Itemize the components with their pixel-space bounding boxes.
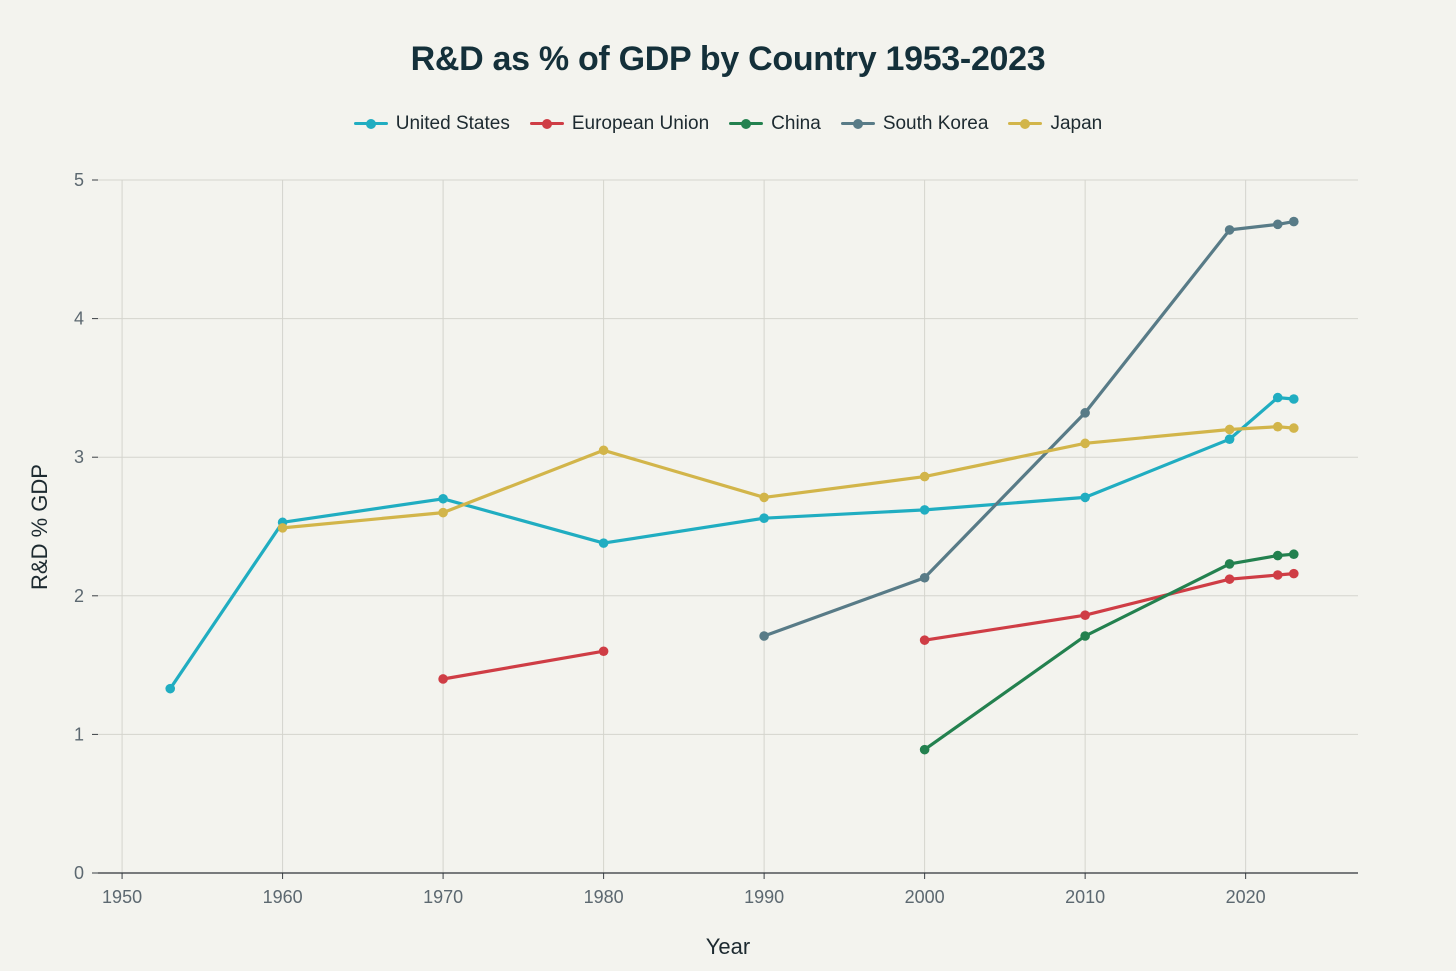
legend-item-united-states[interactable]: United States <box>353 113 510 135</box>
y-tick-label: 2 <box>74 586 84 606</box>
legend-item-china[interactable]: China <box>729 113 821 135</box>
axes: 1950 1960 1970 1980 1990 2000 2010 2020 0 1 2 3 4 5 <box>74 170 1358 907</box>
gridlines <box>98 179 1358 873</box>
y-tick-label: 4 <box>74 309 84 329</box>
series-line-european-union <box>441 649 606 681</box>
series-line-japan <box>281 425 1296 530</box>
series-japan <box>277 421 1299 533</box>
y-tick-label: 5 <box>74 170 84 190</box>
legend-swatch-european-union <box>529 117 564 131</box>
data-point-united-states <box>438 493 448 504</box>
data-point-south-korea <box>1272 219 1283 230</box>
data-point-united-states <box>1288 394 1299 404</box>
legend-swatch-japan <box>1008 117 1043 131</box>
y-tick-label: 1 <box>74 724 84 744</box>
x-tick-label: 1960 <box>263 887 303 907</box>
legend-label: China <box>771 113 821 134</box>
data-point-japan <box>1272 421 1283 432</box>
data-point-china <box>1272 550 1283 561</box>
data-point-south-korea <box>759 631 769 641</box>
series-line-south-korea <box>762 220 1296 638</box>
data-point-united-states <box>1224 434 1235 444</box>
data-point-united-states <box>1272 392 1283 403</box>
data-point-japan <box>1224 424 1235 435</box>
data-point-japan <box>438 507 448 518</box>
x-tick-label: 1980 <box>584 887 624 907</box>
data-point-china <box>919 744 930 755</box>
data-point-european-union <box>1080 610 1090 621</box>
data-point-china <box>1080 631 1090 641</box>
data-point-united-states <box>598 538 609 548</box>
data-point-china <box>1224 559 1235 569</box>
y-tick-label: 0 <box>74 863 84 883</box>
x-axis-title: Year <box>706 934 750 959</box>
y-axis-title: R&D % GDP <box>27 464 52 590</box>
x-tick-label: 1950 <box>102 887 142 907</box>
data-point-united-states <box>919 505 930 515</box>
data-point-united-states <box>165 683 176 694</box>
x-tick-label: 2020 <box>1226 887 1266 907</box>
data-point-european-union <box>1288 568 1299 579</box>
series-line-united-states <box>168 396 1296 691</box>
series-china <box>919 549 1299 755</box>
data-point-european-union <box>438 674 448 684</box>
data-point-japan <box>1080 438 1090 449</box>
legend-item-south-korea[interactable]: South Korea <box>840 113 989 135</box>
series-south-korea <box>759 216 1299 641</box>
series-european-union <box>438 568 1299 684</box>
series-line-european-union <box>923 572 1296 642</box>
legend-label: Japan <box>1050 113 1103 134</box>
legend-swatch-china <box>729 117 764 131</box>
data-point-japan <box>919 471 930 482</box>
data-point-japan <box>759 492 769 503</box>
legend-label: European Union <box>571 113 710 134</box>
legend-item-japan[interactable]: Japan <box>1008 113 1102 135</box>
x-tick-label: 1990 <box>744 887 784 907</box>
legend-item-european-union[interactable]: European Union <box>529 113 710 135</box>
data-point-south-korea <box>1080 408 1090 418</box>
data-point-china <box>1288 549 1299 560</box>
data-point-european-union <box>598 646 609 657</box>
legend-label: South Korea <box>882 113 989 134</box>
data-point-south-korea <box>1224 225 1235 235</box>
x-tick-label: 1970 <box>423 887 463 907</box>
legend: United States European Union China South… <box>0 113 1456 135</box>
x-tick-label: 2000 <box>905 887 945 907</box>
series-line-china <box>923 552 1296 752</box>
data-point-south-korea <box>1288 216 1299 227</box>
series-layer <box>165 216 1299 755</box>
data-point-european-union <box>1272 570 1283 580</box>
data-point-united-states <box>1080 492 1090 503</box>
data-point-european-union <box>919 635 930 645</box>
data-point-japan <box>598 445 609 456</box>
legend-swatch-united-states <box>353 117 388 131</box>
data-point-european-union <box>1224 574 1235 584</box>
y-tick-label: 3 <box>74 447 84 467</box>
data-point-japan <box>277 523 288 533</box>
chart-title: R&D as % of GDP by Country 1953-2023 <box>410 40 1046 78</box>
data-point-south-korea <box>919 572 930 583</box>
data-point-japan <box>1288 423 1299 433</box>
data-point-united-states <box>759 513 769 523</box>
legend-label: United States <box>395 113 510 134</box>
x-tick-label: 2010 <box>1065 887 1105 907</box>
legend-swatch-south-korea <box>840 117 875 131</box>
